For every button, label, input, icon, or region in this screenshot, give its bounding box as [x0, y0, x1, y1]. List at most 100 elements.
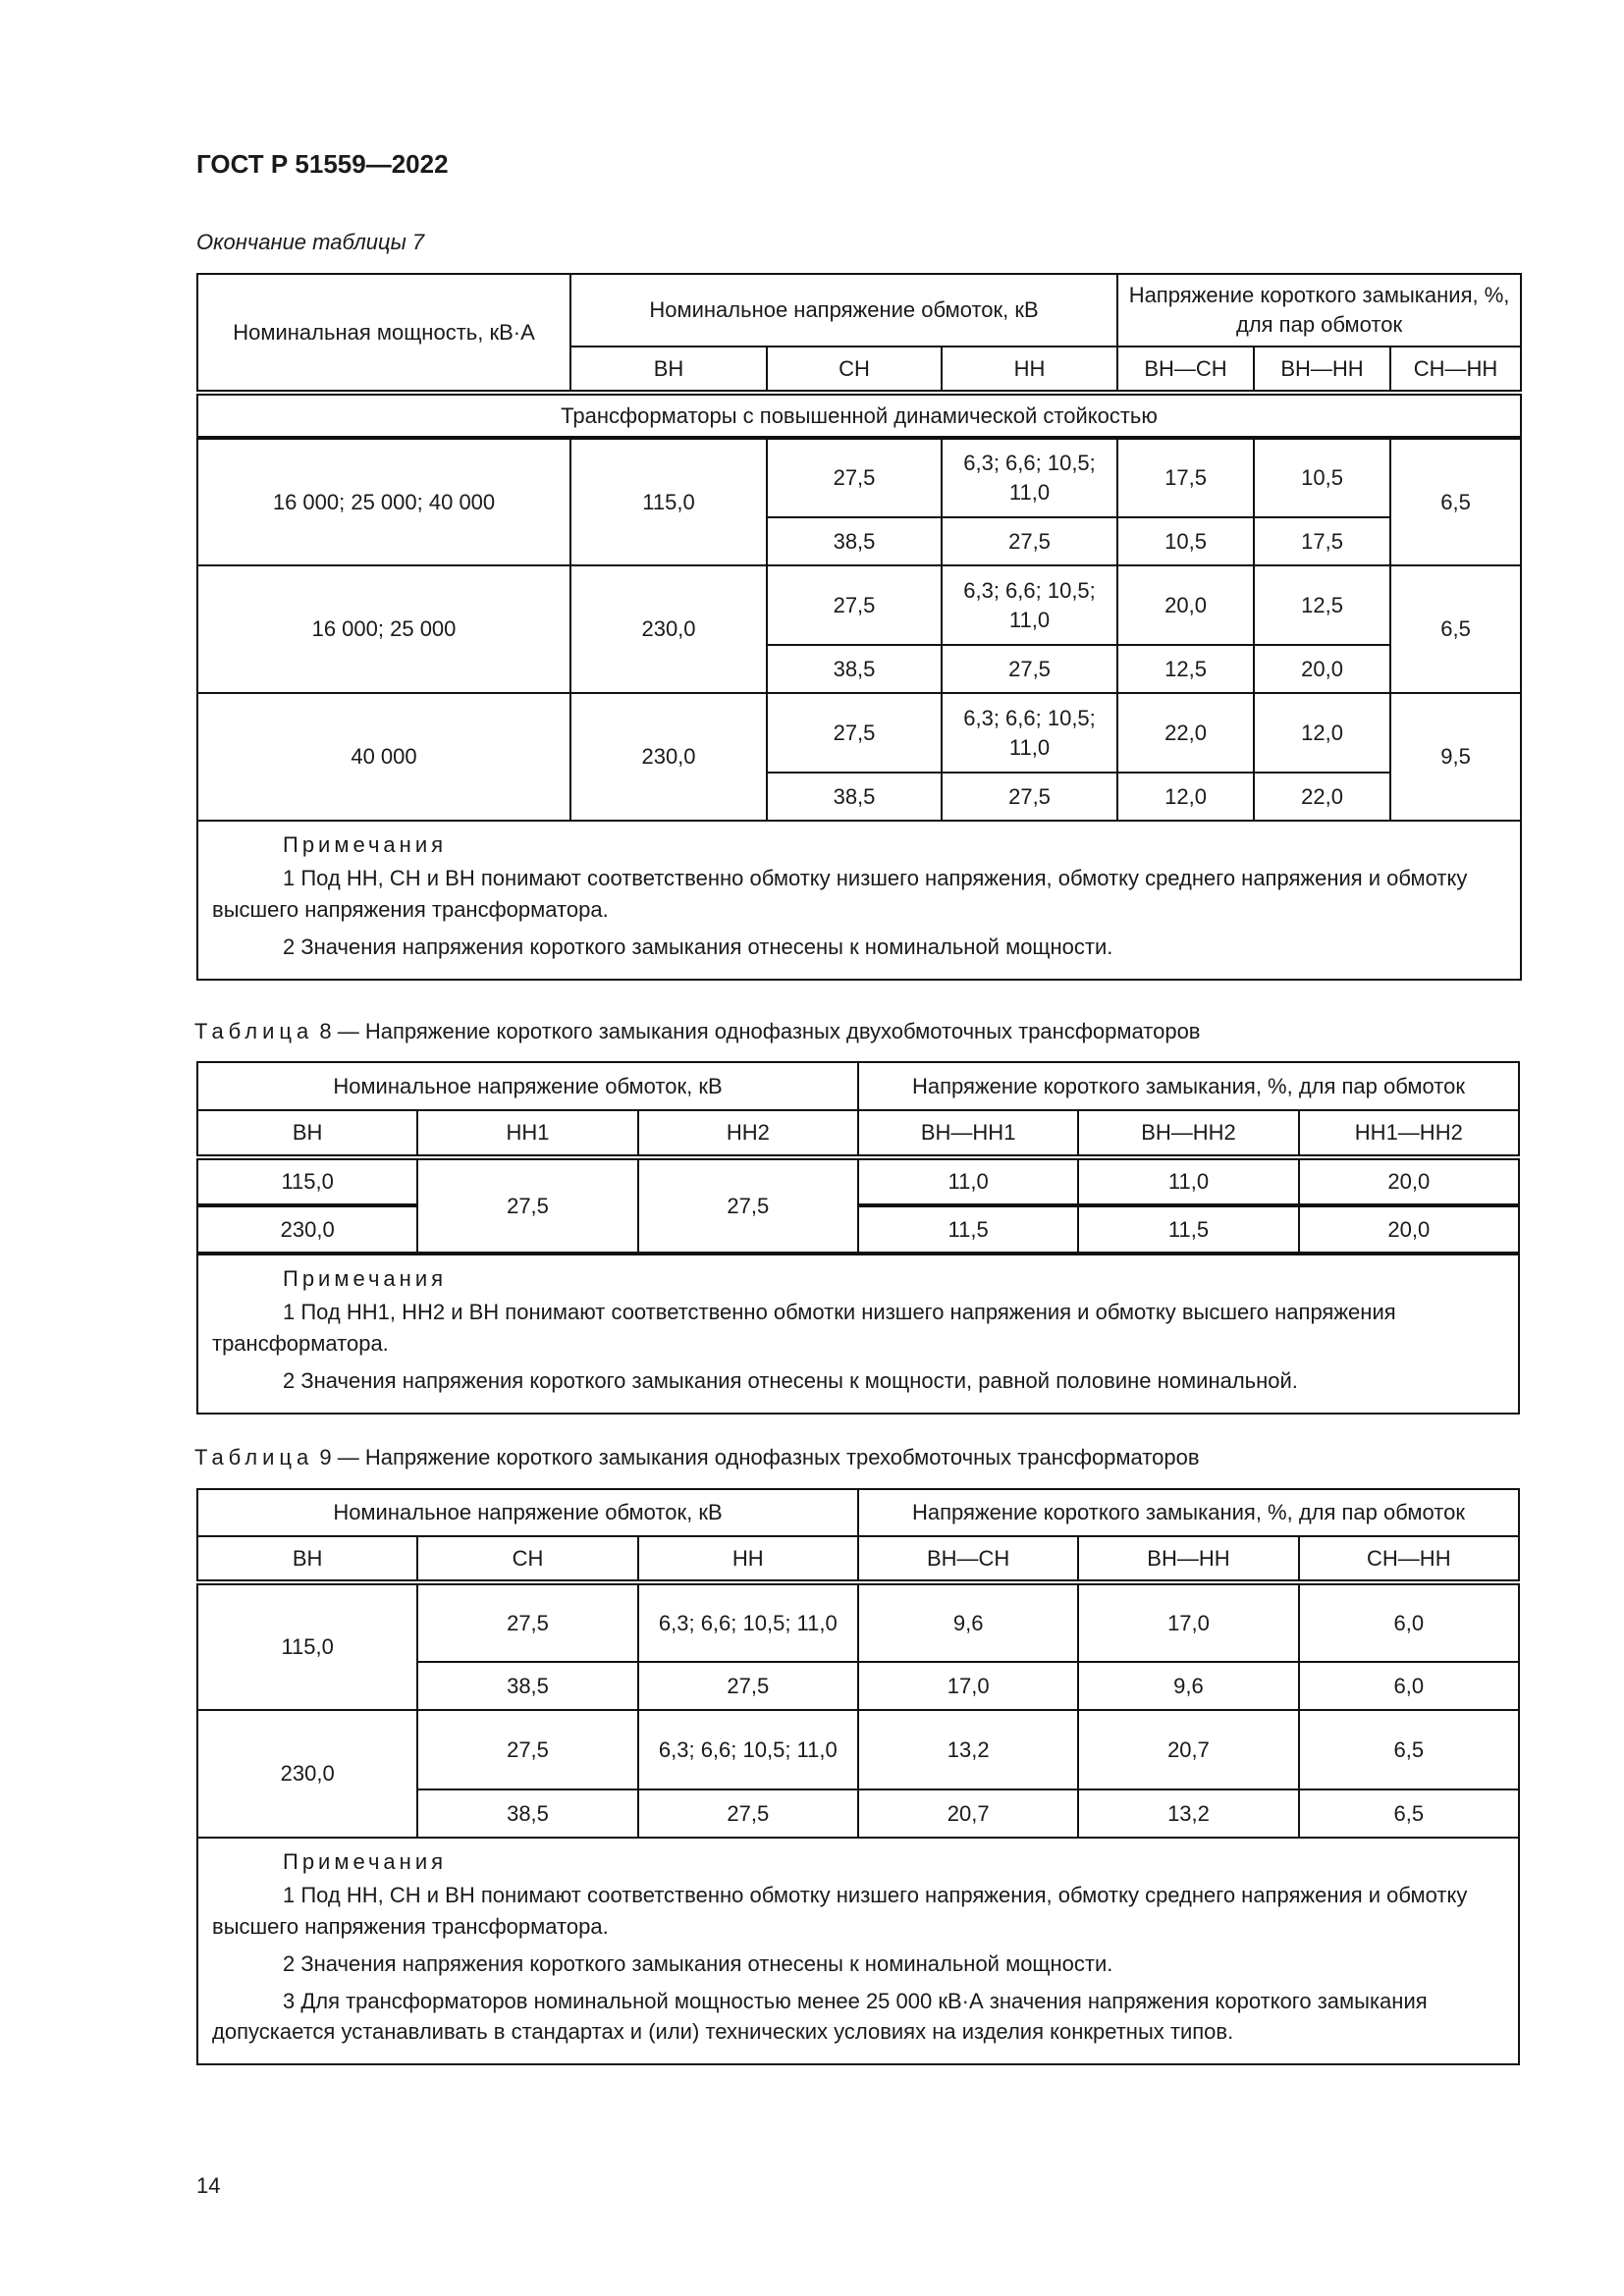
cell: 6,5	[1297, 1709, 1521, 1790]
cell: 9,5	[1389, 692, 1523, 822]
cell: 11,5	[856, 1204, 1080, 1255]
note-2: 2 Значения напряжения короткого замыкани…	[283, 1367, 1298, 1393]
cell: 13,2	[856, 1709, 1080, 1790]
cell: 17,0	[856, 1661, 1080, 1711]
col-header: НН	[940, 346, 1119, 396]
col-header: СН	[766, 346, 943, 396]
col-header: НН2	[636, 1109, 859, 1160]
cell: 27,5	[416, 1709, 639, 1790]
cell: 27,5	[940, 772, 1119, 822]
table-row: 38,5 27,5 12,5 20,0	[197, 644, 1521, 694]
cell: 13,2	[1077, 1789, 1300, 1839]
note-1: 1 Под НН, СН и ВН понимают соответственн…	[212, 1882, 1468, 1939]
cell: 27,5	[416, 1581, 639, 1663]
table-row: 230,0 11,5 11,5 20,0	[195, 1204, 1521, 1255]
col-header: ВН—НН	[1253, 346, 1392, 396]
cell: 38,5	[766, 644, 943, 694]
cell: 20,7	[856, 1789, 1080, 1839]
table-9: Номинальное напряжение обмоток, кВ Напря…	[195, 1488, 1521, 2066]
cell: 20,0	[1297, 1204, 1521, 1255]
cell: 10,5	[1116, 516, 1256, 566]
cell: 16 000; 25 000; 40 000	[196, 437, 571, 566]
cell: 115,0	[195, 1581, 419, 1711]
col-header: НН1	[416, 1109, 639, 1160]
table-row: 115,0 27,5 27,5 11,0 11,0 20,0	[195, 1156, 1521, 1255]
cell: 115,0	[195, 1156, 419, 1207]
header-power: Номинальная мощность, кВ·А	[196, 273, 571, 396]
cell: 27,5	[766, 564, 943, 646]
cell: 230,0	[569, 564, 768, 694]
table-8: Номинальное напряжение обмоток, кВ Напря…	[195, 1061, 1521, 1415]
cell: 6,5	[1297, 1789, 1521, 1839]
header-voltage: Номинальное напряжение обмоток, кВ	[568, 273, 1119, 347]
note-1: 1 Под НН1, НН2 и ВН понимают соответстве…	[212, 1299, 1396, 1356]
table7-caption: Окончание таблицы 7	[196, 230, 425, 254]
col-header: ВН—СН	[856, 1535, 1080, 1585]
table-row: 40 000 230,0 27,5 6,3; 6,6; 10,5; 11,0 22,0 1…	[196, 692, 1523, 822]
col-header: ВН	[195, 1109, 419, 1160]
cell: 6,3; 6,6; 10,5; 11,0	[940, 437, 1119, 518]
col-header: НН	[636, 1535, 859, 1585]
note-1: 1 Под НН, СН и ВН понимают соответственн…	[212, 865, 1468, 922]
cell: 11,0	[1077, 1156, 1300, 1207]
cell: 12,0	[1116, 772, 1256, 822]
cell: 16 000; 25 000	[196, 564, 571, 694]
cell: 6,0	[1297, 1581, 1521, 1663]
col-header: ВН	[195, 1535, 419, 1585]
table8-notes: Примечания 1 Под НН1, НН2 и ВН понимают …	[196, 1252, 1520, 1415]
cell: 38,5	[766, 516, 943, 566]
table-row: 38,5 27,5 20,7 13,2 6,5	[197, 1789, 1521, 1839]
cell: 38,5	[416, 1789, 639, 1839]
cell: 27,5	[636, 1156, 859, 1255]
cell: 27,5	[766, 437, 943, 518]
cell: 11,5	[1077, 1204, 1300, 1255]
cell: 27,5	[636, 1789, 859, 1839]
page-number: 14	[196, 2173, 221, 2198]
cell: 9,6	[1077, 1661, 1300, 1711]
cell: 12,5	[1253, 564, 1392, 646]
note-2: 2 Значения напряжения короткого замыкани…	[283, 1950, 1113, 1976]
header-sc: Напряжение короткого замыкания, %, для п…	[856, 1488, 1521, 1537]
cell: 20,0	[1297, 1156, 1521, 1207]
cell: 12,0	[1253, 692, 1392, 774]
cell: 38,5	[416, 1661, 639, 1711]
cell: 17,0	[1077, 1581, 1300, 1663]
col-header: НН1—НН2	[1297, 1109, 1521, 1160]
table8-caption: Таблица 8 — Напряжение короткого замыкан…	[194, 1019, 1201, 1043]
table-row: 38,5 27,5 12,0 22,0	[197, 772, 1521, 822]
header-voltage: Номинальное напряжение обмоток, кВ	[196, 1061, 859, 1111]
cell: 27,5	[940, 644, 1119, 694]
cell: 230,0	[569, 692, 768, 822]
table-row: 115,0 27,5 6,3; 6,6; 10,5; 11,0 9,6 17,0 6,0	[195, 1581, 1521, 1711]
cell: 6,5	[1389, 437, 1523, 566]
table-7: Номинальная мощность, кВ·А Номинальное н…	[195, 273, 1523, 981]
cell: 20,0	[1116, 564, 1256, 646]
table9-notes: Примечания 1 Под НН, СН и ВН понимают со…	[196, 1836, 1520, 2066]
cell: 17,5	[1116, 437, 1256, 518]
col-header: ВН—НН2	[1077, 1109, 1300, 1160]
col-header: ВН—СН	[1116, 346, 1256, 396]
header-sc: Напряжение короткого замыкания, %, для п…	[1116, 273, 1523, 347]
table-row: 16 000; 25 000; 40 000 115,0 27,5 6,3; 6,6;…	[196, 437, 1523, 566]
cell: 17,5	[1253, 516, 1392, 566]
col-header: СН	[416, 1535, 639, 1585]
col-header: ВН	[569, 346, 768, 396]
cell: 6,3; 6,6; 10,5; 11,0	[940, 564, 1119, 646]
cell: 27,5	[766, 692, 943, 774]
table7-notes: Примечания 1 Под НН, СН и ВН понимают со…	[195, 820, 1523, 981]
cell: 115,0	[569, 437, 768, 566]
cell: 230,0	[195, 1204, 419, 1255]
cell: 20,0	[1253, 644, 1392, 694]
cell: 27,5	[636, 1661, 859, 1711]
table-row: 16 000; 25 000 230,0 27,5 6,3; 6,6; 10,5; 1…	[196, 564, 1523, 694]
cell: 230,0	[195, 1709, 419, 1839]
cell: 27,5	[940, 516, 1119, 566]
cell: 9,6	[856, 1581, 1080, 1663]
cell: 40 000	[196, 692, 571, 822]
table9-caption: Таблица 9 — Напряжение короткого замыкан…	[194, 1445, 1200, 1469]
note-2: 2 Значения напряжения короткого замыкани…	[283, 934, 1113, 959]
cell: 6,0	[1297, 1661, 1521, 1711]
document-header: ГОСТ Р 51559—2022	[196, 149, 449, 179]
notes-title: Примечания	[283, 832, 448, 857]
cell: 6,3; 6,6; 10,5; 11,0	[636, 1709, 859, 1790]
